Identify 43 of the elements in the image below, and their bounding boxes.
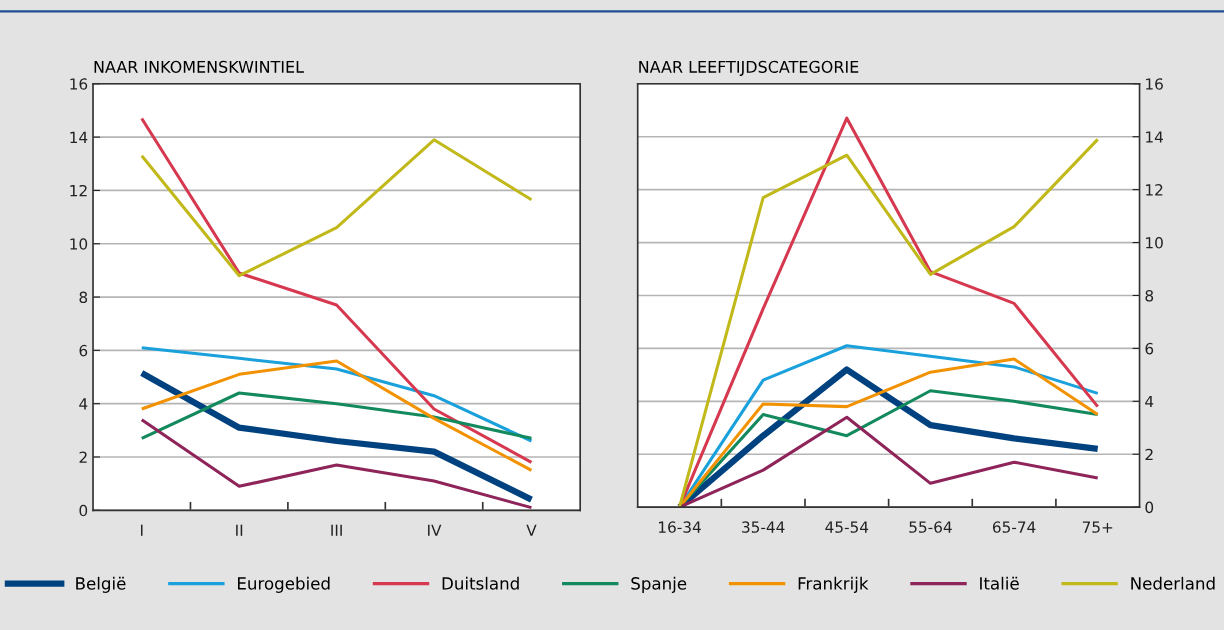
line-series bbox=[140, 116, 533, 464]
legend-label: Duitsland bbox=[442, 576, 519, 590]
y-tick-label: 2 bbox=[79, 451, 87, 463]
x-tick-label: II bbox=[236, 524, 243, 536]
line-series bbox=[140, 138, 533, 278]
x-tick-label: I bbox=[140, 524, 143, 536]
line-series bbox=[140, 418, 533, 510]
y-tick-label: 6 bbox=[79, 344, 88, 357]
y-tick-label: 14 bbox=[70, 131, 88, 143]
y-tick-label: 4 bbox=[1145, 395, 1154, 408]
x-tick-label: 35-44 bbox=[742, 521, 785, 533]
y-tick-label: 14 bbox=[1146, 131, 1163, 143]
y-tick-label: 16 bbox=[1146, 78, 1163, 90]
y-tick-label: 12 bbox=[70, 184, 87, 197]
legend-label: Frankrijk bbox=[798, 576, 869, 593]
y-tick-label: 4 bbox=[79, 398, 88, 410]
legend-label: Nederland bbox=[1131, 576, 1215, 590]
legend-label: België bbox=[76, 576, 126, 593]
x-tick-label: 45-54 bbox=[825, 521, 869, 533]
legend-label: Eurogebied bbox=[238, 576, 330, 593]
y-tick-label: 16 bbox=[70, 78, 88, 90]
line-series bbox=[140, 359, 533, 472]
chart-title: NAAR LEEFTIJDSCATEGORIE bbox=[639, 60, 859, 76]
y-tick-label: 0 bbox=[1145, 501, 1154, 514]
legend-label: Italië bbox=[980, 576, 1019, 590]
y-tick-label: 2 bbox=[1145, 448, 1153, 461]
y-tick-label: 8 bbox=[79, 291, 88, 304]
x-tick-label: 75+ bbox=[1082, 521, 1113, 533]
x-tick-label: 55-64 bbox=[909, 521, 952, 533]
x-tick-label: III bbox=[331, 524, 342, 536]
x-tick-label: 65-74 bbox=[992, 521, 1036, 533]
y-tick-label: 10 bbox=[70, 238, 88, 250]
legend-label: Spanje bbox=[631, 576, 687, 593]
y-tick-label: 10 bbox=[1146, 237, 1163, 249]
y-tick-label: 6 bbox=[1145, 342, 1154, 355]
line-series bbox=[140, 391, 533, 440]
y-tick-label: 8 bbox=[1145, 289, 1154, 302]
y-tick-label: 12 bbox=[1146, 184, 1163, 196]
x-tick-label: IV bbox=[428, 524, 442, 536]
x-tick-label: V bbox=[526, 524, 537, 536]
x-tick-label: 16-34 bbox=[659, 521, 701, 533]
y-tick-label: 0 bbox=[79, 504, 88, 517]
chart-title: NAAR INKOMENSKWINTIEL bbox=[94, 60, 304, 73]
